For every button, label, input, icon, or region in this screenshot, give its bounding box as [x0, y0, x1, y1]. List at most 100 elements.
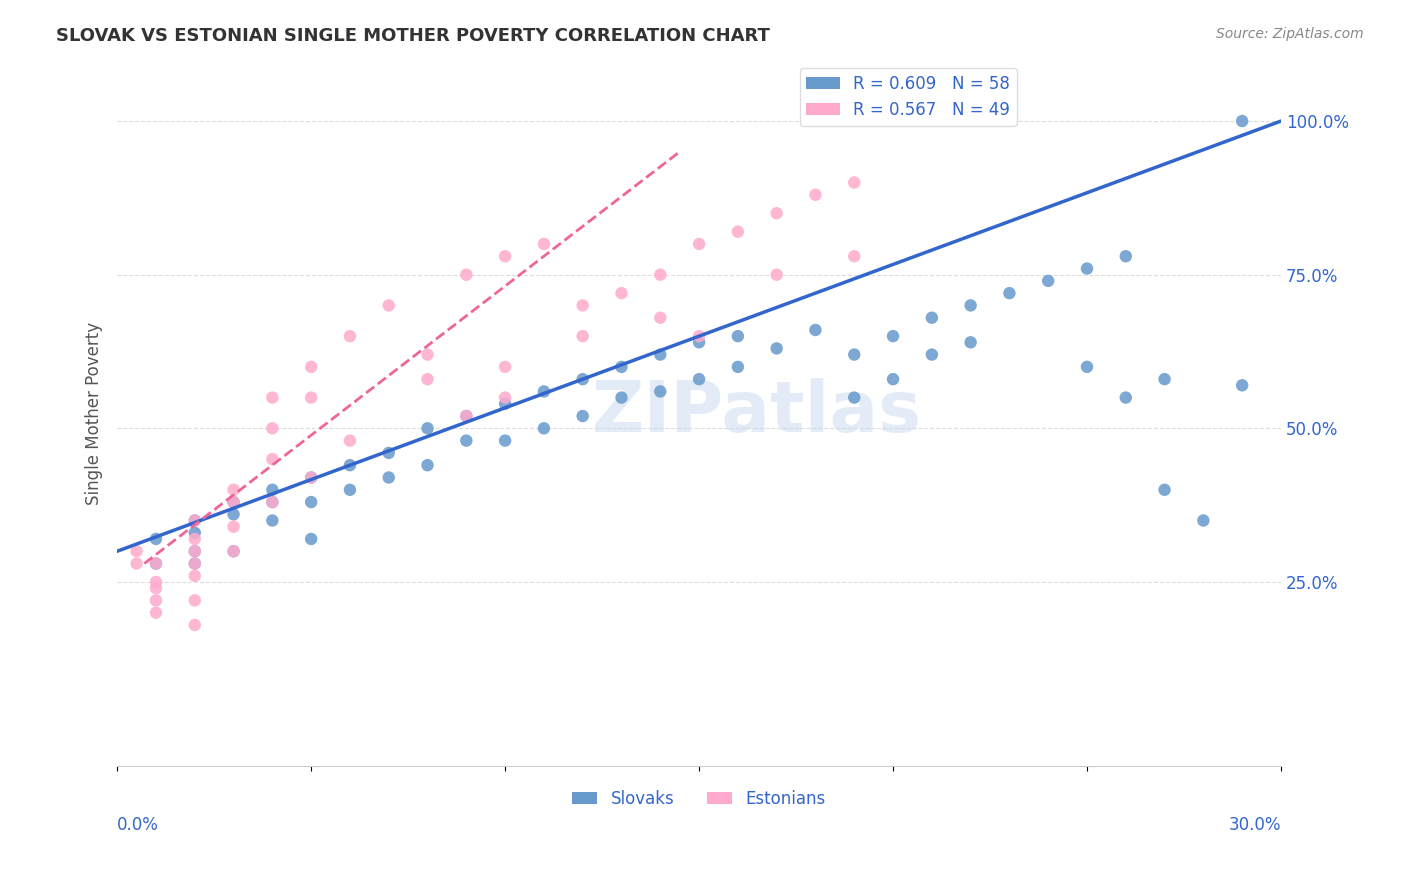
Legend: Slovaks, Estonians: Slovaks, Estonians	[565, 783, 832, 814]
Point	[1230, 378, 1253, 392]
Point	[262, 495, 284, 509]
Point	[804, 323, 827, 337]
Point	[222, 495, 245, 509]
Point	[416, 348, 439, 362]
Point	[222, 508, 245, 522]
Point	[844, 348, 866, 362]
Point	[416, 421, 439, 435]
Point	[844, 249, 866, 263]
Point	[299, 391, 322, 405]
Point	[339, 458, 361, 473]
Point	[184, 557, 207, 571]
Point	[844, 391, 866, 405]
Point	[998, 286, 1021, 301]
Point	[571, 329, 593, 343]
Point	[688, 372, 710, 386]
Point	[184, 532, 207, 546]
Point	[262, 452, 284, 467]
Point	[339, 483, 361, 497]
Y-axis label: Single Mother Poverty: Single Mother Poverty	[86, 321, 103, 505]
Point	[650, 268, 672, 282]
Point	[339, 329, 361, 343]
Point	[377, 470, 399, 484]
Point	[959, 298, 981, 312]
Point	[339, 434, 361, 448]
Point	[688, 335, 710, 350]
Point	[1153, 483, 1175, 497]
Point	[416, 372, 439, 386]
Point	[125, 557, 148, 571]
Point	[688, 329, 710, 343]
Point	[882, 372, 904, 386]
Point	[921, 348, 943, 362]
Point	[262, 421, 284, 435]
Point	[299, 532, 322, 546]
Point	[456, 268, 478, 282]
Point	[416, 458, 439, 473]
Point	[571, 409, 593, 423]
Point	[571, 298, 593, 312]
Point	[650, 310, 672, 325]
Point	[299, 470, 322, 484]
Point	[494, 359, 516, 374]
Point	[1153, 372, 1175, 386]
Point	[145, 574, 167, 589]
Point	[650, 348, 672, 362]
Point	[222, 483, 245, 497]
Point	[610, 286, 633, 301]
Point	[921, 310, 943, 325]
Point	[688, 237, 710, 252]
Point	[145, 606, 167, 620]
Point	[1192, 514, 1215, 528]
Point	[765, 206, 787, 220]
Point	[1115, 249, 1137, 263]
Point	[145, 581, 167, 595]
Point	[494, 397, 516, 411]
Text: Source: ZipAtlas.com: Source: ZipAtlas.com	[1216, 27, 1364, 41]
Point	[222, 544, 245, 558]
Point	[184, 557, 207, 571]
Point	[844, 176, 866, 190]
Point	[727, 225, 749, 239]
Point	[222, 544, 245, 558]
Point	[125, 544, 148, 558]
Point	[184, 514, 207, 528]
Point	[494, 391, 516, 405]
Point	[377, 446, 399, 460]
Point	[610, 391, 633, 405]
Point	[299, 470, 322, 484]
Point	[299, 359, 322, 374]
Point	[494, 249, 516, 263]
Point	[533, 384, 555, 399]
Point	[765, 342, 787, 356]
Point	[765, 268, 787, 282]
Point	[959, 335, 981, 350]
Point	[262, 514, 284, 528]
Point	[456, 409, 478, 423]
Point	[882, 329, 904, 343]
Point	[184, 569, 207, 583]
Point	[1115, 391, 1137, 405]
Point	[1038, 274, 1060, 288]
Point	[262, 495, 284, 509]
Point	[1076, 261, 1098, 276]
Point	[184, 544, 207, 558]
Point	[494, 434, 516, 448]
Text: SLOVAK VS ESTONIAN SINGLE MOTHER POVERTY CORRELATION CHART: SLOVAK VS ESTONIAN SINGLE MOTHER POVERTY…	[56, 27, 770, 45]
Point	[262, 391, 284, 405]
Point	[456, 434, 478, 448]
Point	[222, 519, 245, 533]
Point	[727, 329, 749, 343]
Point	[650, 384, 672, 399]
Point	[184, 618, 207, 632]
Point	[571, 372, 593, 386]
Point	[145, 557, 167, 571]
Point	[145, 593, 167, 607]
Point	[262, 483, 284, 497]
Point	[727, 359, 749, 374]
Point	[1076, 359, 1098, 374]
Point	[184, 593, 207, 607]
Point	[184, 525, 207, 540]
Text: ZIPatlas: ZIPatlas	[592, 378, 922, 448]
Text: 30.0%: 30.0%	[1229, 816, 1281, 834]
